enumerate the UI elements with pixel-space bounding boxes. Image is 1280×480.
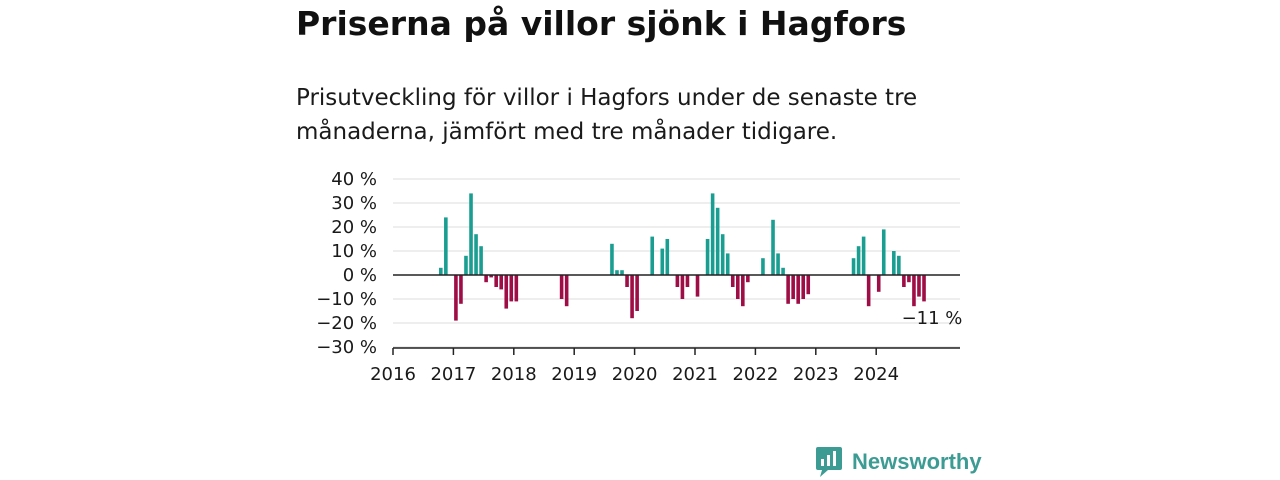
x-tick-label: 2016 bbox=[370, 364, 416, 385]
bar bbox=[801, 275, 806, 299]
bar bbox=[464, 255, 468, 275]
bar bbox=[514, 275, 519, 302]
bar bbox=[730, 275, 735, 287]
bar bbox=[710, 193, 715, 275]
bar bbox=[705, 239, 710, 275]
bar bbox=[806, 275, 811, 295]
y-tick-label: 40 % bbox=[331, 169, 377, 190]
bar bbox=[912, 275, 916, 307]
bar bbox=[680, 275, 685, 299]
bar bbox=[660, 248, 665, 275]
bar bbox=[922, 275, 926, 302]
bar bbox=[444, 217, 448, 275]
bar bbox=[741, 275, 745, 307]
bar bbox=[907, 275, 911, 283]
bar bbox=[675, 275, 680, 287]
y-tick-label: 20 % bbox=[331, 217, 377, 238]
bar bbox=[479, 246, 483, 275]
chart-subtitle: Prisutveckling för villor i Hagfors unde… bbox=[296, 85, 918, 145]
bar bbox=[715, 207, 720, 275]
bar bbox=[439, 267, 443, 275]
x-tick-label: 2020 bbox=[612, 364, 658, 385]
bar bbox=[494, 275, 498, 287]
bar bbox=[635, 275, 639, 311]
x-tick-label: 2023 bbox=[793, 364, 839, 385]
bar bbox=[746, 275, 750, 283]
bar bbox=[615, 270, 619, 275]
brand-logo: Newsworthy bbox=[814, 444, 982, 480]
y-tick-label: 0 % bbox=[343, 265, 377, 286]
bar bbox=[725, 253, 730, 275]
bar bbox=[685, 275, 690, 287]
y-axis: 40 % 30 % 20 % 10 % 0 % −10 % −20 % −30 % bbox=[316, 169, 377, 358]
bar bbox=[720, 234, 725, 275]
bar bbox=[791, 275, 795, 299]
last-value-label: −11 % bbox=[902, 308, 963, 329]
x-tick-label: 2017 bbox=[430, 364, 476, 385]
bar bbox=[509, 275, 514, 302]
bar bbox=[484, 275, 488, 283]
bar bbox=[620, 270, 624, 275]
bar bbox=[564, 275, 569, 307]
bar bbox=[695, 275, 700, 297]
bar bbox=[786, 275, 790, 304]
bar bbox=[630, 275, 634, 319]
chart-title: Priserna på villor sjönk i Hagfors bbox=[296, 4, 907, 43]
bar bbox=[469, 193, 473, 275]
bar bbox=[781, 267, 785, 275]
y-tick-label: −30 % bbox=[316, 337, 377, 358]
bar bbox=[761, 258, 765, 275]
bar-chart: 40 %30 %20 %10 %0 %−10 %−20 %−30 % 2016 2… bbox=[316, 169, 963, 385]
bars bbox=[439, 193, 926, 321]
brand-name: Newsworthy bbox=[852, 449, 982, 474]
bar bbox=[851, 258, 856, 275]
x-axis: 2016 2017 2018 2019 2020 2021 2022 2023 2024 bbox=[370, 347, 960, 385]
bar bbox=[897, 255, 901, 275]
bar bbox=[474, 234, 478, 275]
x-tick-label: 2024 bbox=[853, 364, 899, 385]
x-tick-label: 2021 bbox=[672, 364, 718, 385]
bar bbox=[902, 275, 906, 287]
bar bbox=[625, 275, 629, 287]
bar bbox=[917, 275, 921, 297]
bar bbox=[650, 236, 655, 275]
x-tick-label: 2019 bbox=[551, 364, 597, 385]
bar bbox=[459, 275, 463, 304]
bar bbox=[504, 275, 509, 309]
bar bbox=[499, 275, 504, 290]
y-tick-label: −20 % bbox=[316, 313, 377, 334]
gridlines bbox=[393, 178, 960, 348]
bar bbox=[454, 275, 458, 321]
bar bbox=[796, 275, 800, 304]
bar bbox=[665, 239, 670, 275]
bar bbox=[892, 251, 896, 275]
bar bbox=[856, 246, 861, 275]
bar bbox=[776, 253, 780, 275]
bar bbox=[866, 275, 871, 307]
y-tick-label: −10 % bbox=[316, 289, 377, 310]
x-tick-label: 2022 bbox=[732, 364, 778, 385]
bar bbox=[735, 275, 740, 299]
bar bbox=[559, 275, 564, 299]
bar bbox=[861, 236, 866, 275]
y-tick-label: 30 % bbox=[331, 193, 377, 214]
x-tick-label: 2018 bbox=[491, 364, 537, 385]
y-tick-label: 10 % bbox=[331, 241, 377, 262]
bar bbox=[771, 219, 775, 275]
bar bbox=[881, 229, 886, 275]
bar bbox=[876, 275, 881, 292]
bar bbox=[610, 243, 614, 275]
newsworthy-logo-icon bbox=[816, 447, 842, 477]
bar bbox=[489, 275, 493, 278]
